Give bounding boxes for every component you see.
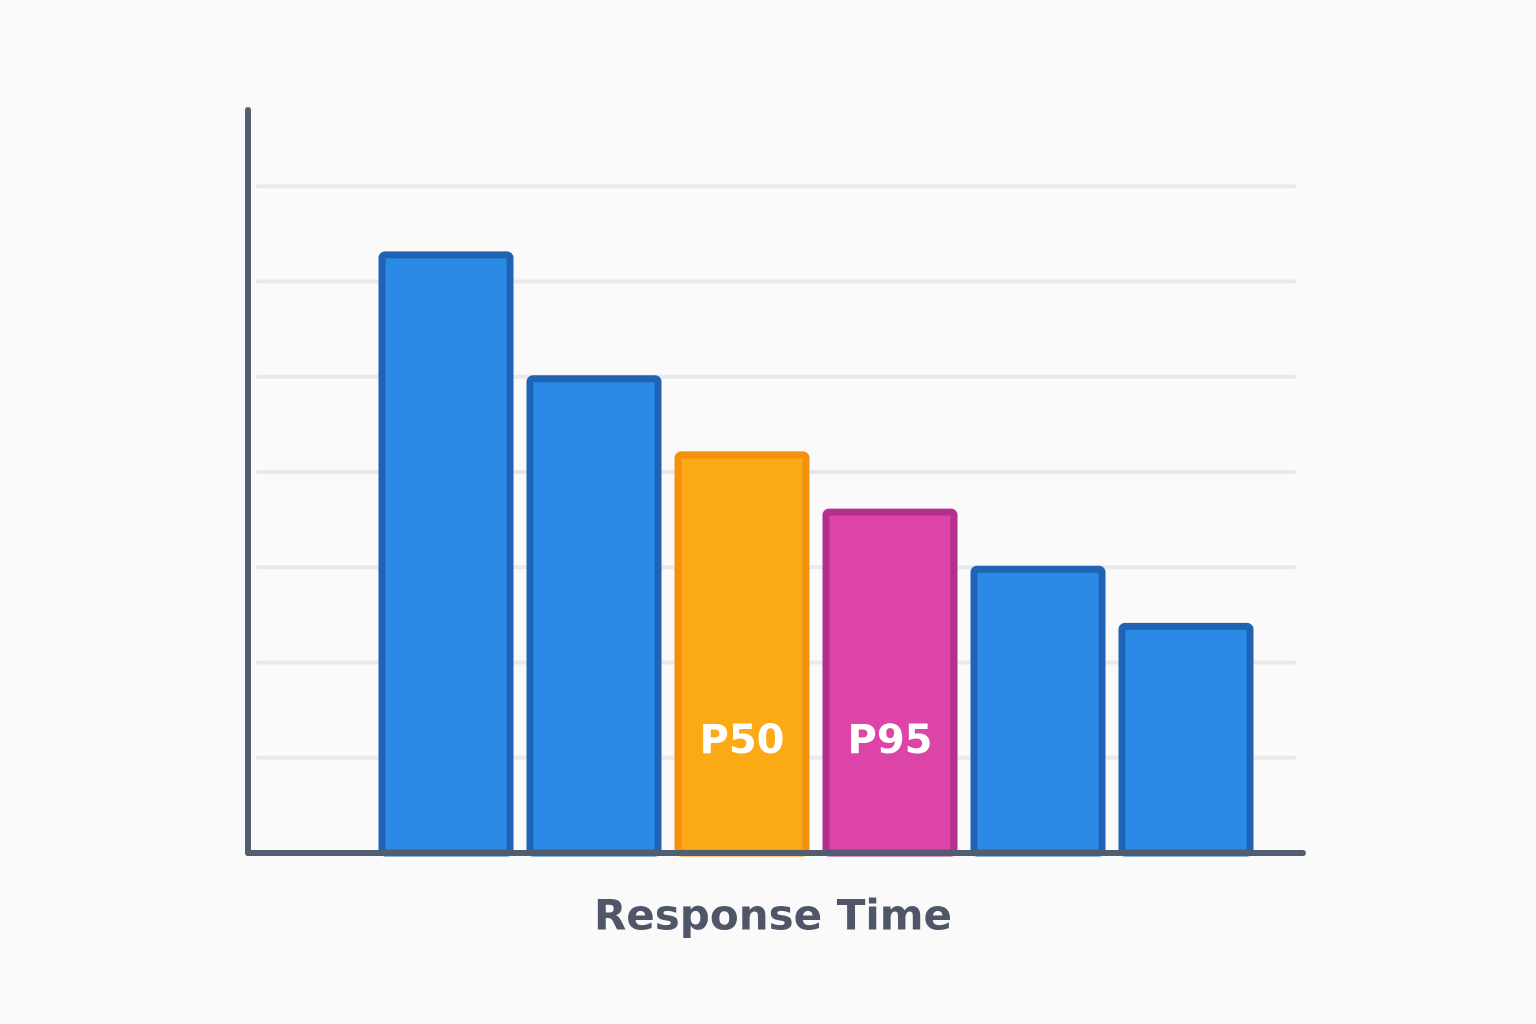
x-axis-label: Response Time [594, 891, 952, 940]
bar-label: P95 [848, 717, 933, 763]
bars: P50 P95 [378, 251, 1254, 857]
bar [822, 508, 958, 857]
bar [674, 451, 810, 857]
bar [526, 375, 662, 857]
bar-label: P50 [700, 717, 785, 763]
bar [378, 251, 514, 857]
bar [970, 565, 1106, 857]
bar [1118, 622, 1254, 857]
